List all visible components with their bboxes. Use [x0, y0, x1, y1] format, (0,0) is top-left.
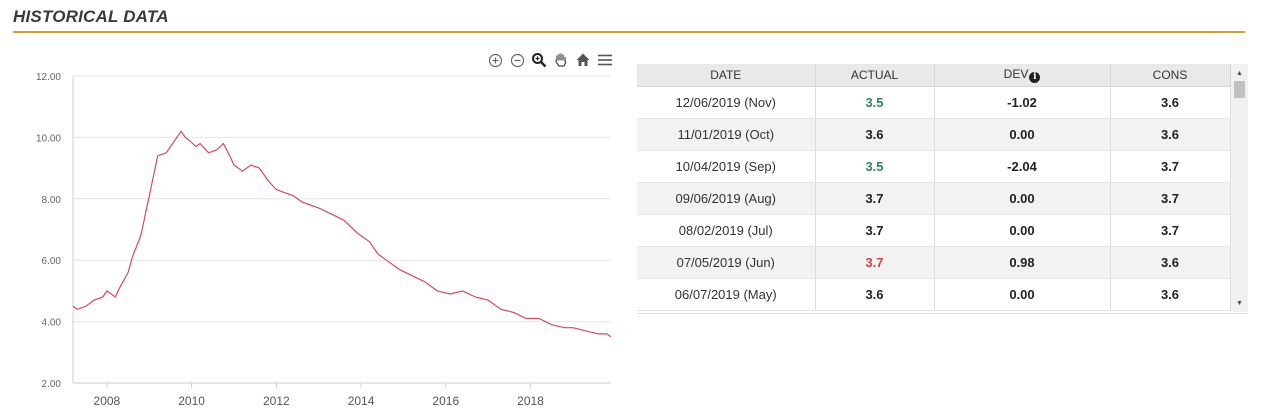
x-tick-label: 2012 — [263, 394, 290, 408]
series-line — [72, 130, 612, 338]
cell-dev: 0.00 — [934, 278, 1111, 311]
cell-dev: 0.00 — [934, 118, 1111, 151]
x-tick-label: 2010 — [178, 394, 205, 408]
line-chart: 2.00 4.00 6.00 8.00 10.00 12.00 2008 2010 2012 20… — [36, 72, 612, 408]
menu-icon[interactable] — [596, 51, 614, 69]
table-row: 11/01/2019 (Oct) 3.6 0.00 3.6 — [637, 118, 1231, 151]
col-header-dev-label: DEV — [1003, 66, 1029, 81]
cell-cons: 3.7 — [1110, 150, 1231, 183]
chart-container: 2.00 4.00 6.00 8.00 10.00 12.00 2008 2010 2012 20… — [0, 40, 620, 417]
table-scrollbar[interactable]: ▲ ▼ — [1231, 64, 1248, 312]
cell-dev: 0.00 — [934, 182, 1111, 215]
cell-date: 11/01/2019 (Oct) — [637, 118, 816, 151]
scroll-down-arrow-icon[interactable]: ▼ — [1236, 299, 1243, 307]
y-tick-label: 10.00 — [36, 133, 61, 144]
cell-actual: 3.7 — [815, 246, 935, 279]
cell-cons: 3.7 — [1110, 182, 1231, 215]
zoom-in-icon[interactable] — [486, 51, 504, 69]
chart-toolbar — [486, 50, 614, 70]
cell-actual: 3.5 — [815, 150, 935, 183]
zoom-out-icon[interactable] — [508, 51, 526, 69]
cell-dev: 0.00 — [934, 214, 1111, 247]
cell-dev: -1.02 — [934, 86, 1111, 119]
x-tick-label: 2008 — [94, 394, 121, 408]
y-tick-label: 6.00 — [42, 256, 62, 267]
y-tick-label: 12.00 — [36, 72, 61, 83]
historical-data-table: DATE ACTUAL DEV i CONS 12/06/2019 (Nov) 3… — [637, 64, 1231, 311]
x-tick-label: 2016 — [432, 394, 459, 408]
y-tick-label: 2.00 — [42, 379, 62, 390]
cell-date: 12/06/2019 (Nov) — [637, 86, 816, 119]
cell-cons: 3.6 — [1110, 86, 1231, 119]
cell-actual: 3.7 — [815, 214, 935, 247]
x-tick-label: 2018 — [517, 394, 544, 408]
historical-table-panel: DATE ACTUAL DEV i CONS 12/06/2019 (Nov) 3… — [637, 64, 1248, 314]
cell-cons: 3.6 — [1110, 118, 1231, 151]
home-icon[interactable] — [574, 51, 592, 69]
table-row: 12/06/2019 (Nov) 3.5 -1.02 3.6 — [637, 86, 1231, 119]
cell-cons: 3.7 — [1110, 214, 1231, 247]
cell-actual: 3.5 — [815, 86, 935, 119]
cell-actual: 3.6 — [815, 118, 935, 151]
y-tick-label: 8.00 — [42, 195, 62, 206]
table-row: 10/04/2019 (Sep) 3.5 -2.04 3.7 — [637, 150, 1231, 183]
scroll-up-arrow-icon[interactable]: ▲ — [1236, 69, 1243, 77]
x-tick-label: 2014 — [348, 394, 375, 408]
table-row: 09/06/2019 (Aug) 3.7 0.00 3.7 — [637, 182, 1231, 215]
cell-date: 10/04/2019 (Sep) — [637, 150, 816, 183]
scrollbar-thumb[interactable] — [1234, 81, 1245, 98]
cell-date: 06/07/2019 (May) — [637, 278, 816, 311]
section-title: HISTORICAL DATA — [13, 7, 169, 26]
col-header-dev[interactable]: DEV i — [934, 64, 1111, 87]
table-row: 07/05/2019 (Jun) 3.7 0.98 3.6 — [637, 246, 1231, 279]
info-icon[interactable]: i — [1029, 71, 1041, 83]
cell-dev: -2.04 — [934, 150, 1111, 183]
cell-dev: 0.98 — [934, 246, 1111, 279]
cell-date: 09/06/2019 (Aug) — [637, 182, 816, 215]
col-header-cons[interactable]: CONS — [1110, 64, 1231, 87]
cell-cons: 3.6 — [1110, 246, 1231, 279]
magnify-icon[interactable] — [530, 51, 548, 69]
cell-actual: 3.7 — [815, 182, 935, 215]
cell-cons: 3.6 — [1110, 278, 1231, 311]
col-header-actual[interactable]: ACTUAL — [815, 64, 935, 87]
table-row: 06/07/2019 (May) 3.6 0.00 3.6 — [637, 278, 1231, 311]
cell-date: 08/02/2019 (Jul) — [637, 214, 816, 247]
cell-date: 07/05/2019 (Jun) — [637, 246, 816, 279]
table-header-row: DATE ACTUAL DEV i CONS — [637, 64, 1231, 87]
cell-actual: 3.6 — [815, 278, 935, 311]
col-header-date[interactable]: DATE — [637, 64, 816, 87]
y-tick-label: 4.00 — [42, 318, 62, 329]
pan-hand-icon[interactable] — [552, 51, 570, 69]
title-divider — [13, 31, 1245, 33]
table-row: 08/02/2019 (Jul) 3.7 0.00 3.7 — [637, 214, 1231, 247]
